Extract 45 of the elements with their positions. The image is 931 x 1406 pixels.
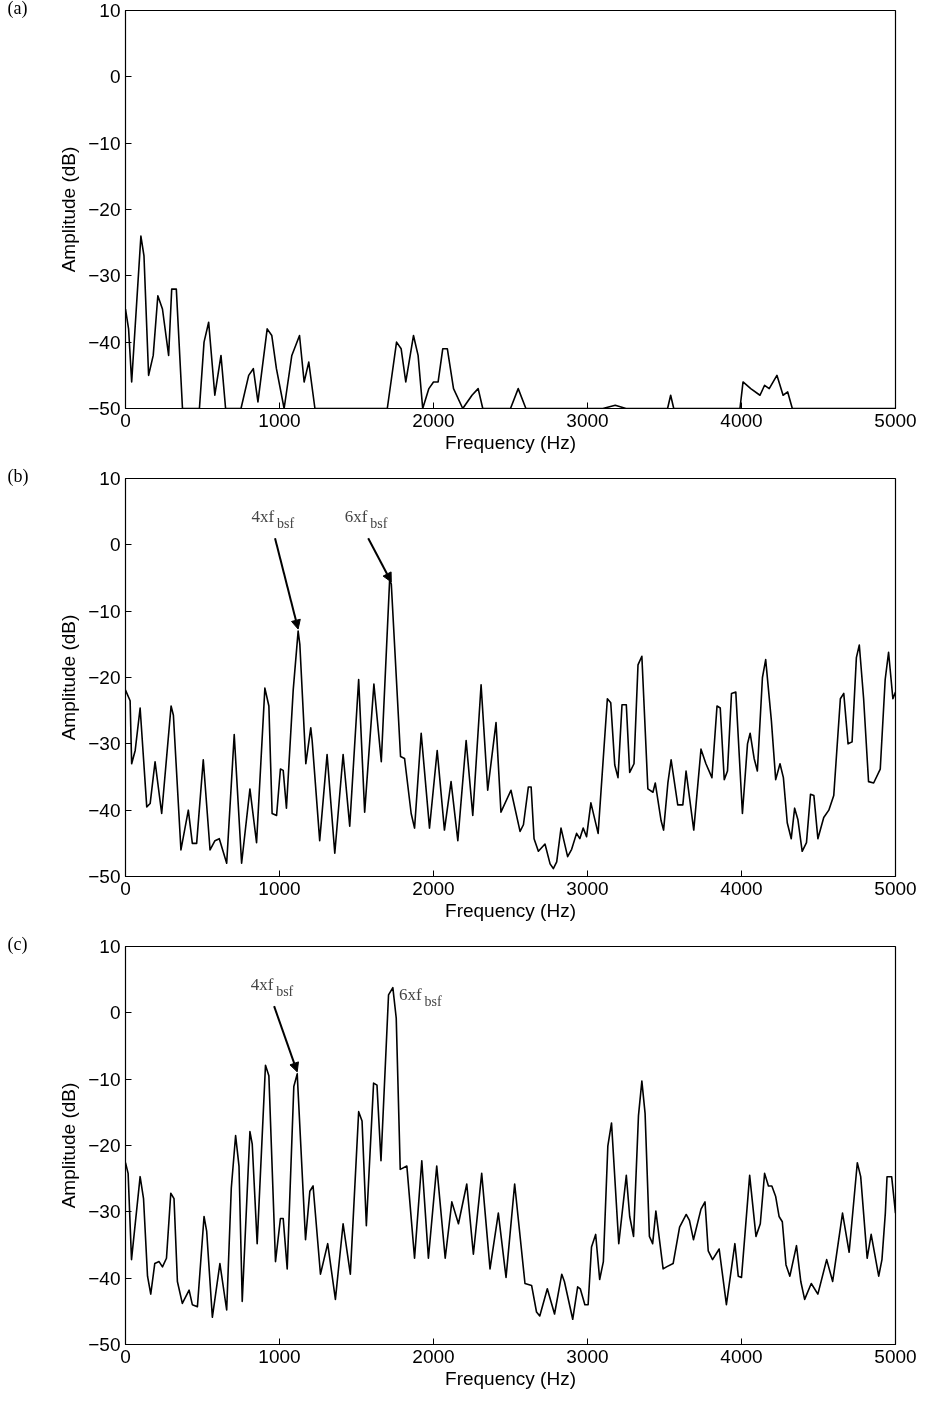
x-tick-label: 1000 bbox=[258, 877, 301, 899]
x-tick-label: 3000 bbox=[566, 409, 609, 431]
x-tick-label: 5000 bbox=[874, 877, 917, 899]
y-tick-label: −50 bbox=[88, 866, 121, 887]
y-tick-label: −30 bbox=[88, 1201, 121, 1223]
x-tick-label: 2000 bbox=[412, 409, 455, 431]
y-tick-label: −20 bbox=[88, 667, 121, 688]
x-tick-label: 5000 bbox=[874, 1345, 917, 1367]
x-axis-title: Frequency (Hz) bbox=[445, 431, 576, 453]
x-tick-label: 4000 bbox=[720, 1345, 763, 1367]
x-tick-label: 1000 bbox=[258, 1345, 301, 1367]
y-tick-label: 10 bbox=[99, 936, 121, 957]
y-tick-label: −40 bbox=[88, 1267, 121, 1289]
chart-title: (c) bbox=[7, 933, 28, 955]
y-tick-label: −50 bbox=[88, 398, 121, 419]
chart-title: (a) bbox=[7, 0, 28, 19]
y-tick-label: 10 bbox=[99, 468, 121, 489]
y-axis-title: Amplitude (dB) bbox=[58, 146, 80, 273]
y-tick-label: −10 bbox=[88, 600, 121, 622]
x-axis-title: Frequency (Hz) bbox=[445, 899, 576, 921]
y-tick-label: −40 bbox=[88, 799, 121, 821]
y-tick-label: −10 bbox=[88, 1068, 121, 1090]
x-tick-label: 3000 bbox=[566, 877, 609, 899]
y-tick-label: 10 bbox=[99, 0, 121, 21]
x-axis-title: Frequency (Hz) bbox=[445, 1367, 576, 1389]
x-tick-label: 2000 bbox=[412, 877, 455, 899]
y-axis-title: Amplitude (dB) bbox=[58, 1082, 80, 1209]
y-tick-label: −40 bbox=[88, 331, 121, 353]
y-tick-label: 0 bbox=[109, 534, 121, 556]
y-tick-label: −20 bbox=[88, 1135, 121, 1156]
y-axis-title: Amplitude (dB) bbox=[58, 614, 80, 741]
y-tick-label: −50 bbox=[88, 1334, 121, 1355]
x-tick-label: 4000 bbox=[720, 409, 763, 431]
y-tick-label: 0 bbox=[109, 66, 121, 88]
x-tick-label: 4000 bbox=[720, 877, 763, 899]
y-tick-label: −20 bbox=[88, 199, 121, 220]
x-tick-label: 5000 bbox=[874, 409, 917, 431]
x-tick-label: 2000 bbox=[412, 1345, 455, 1367]
chart-title: (b) bbox=[7, 465, 29, 487]
y-tick-label: 0 bbox=[109, 1002, 121, 1024]
y-tick-label: −30 bbox=[88, 733, 121, 755]
x-tick-label: 3000 bbox=[566, 1345, 609, 1367]
x-tick-label: 1000 bbox=[258, 409, 301, 431]
y-tick-label: −10 bbox=[88, 132, 121, 154]
y-tick-label: −30 bbox=[88, 265, 121, 287]
